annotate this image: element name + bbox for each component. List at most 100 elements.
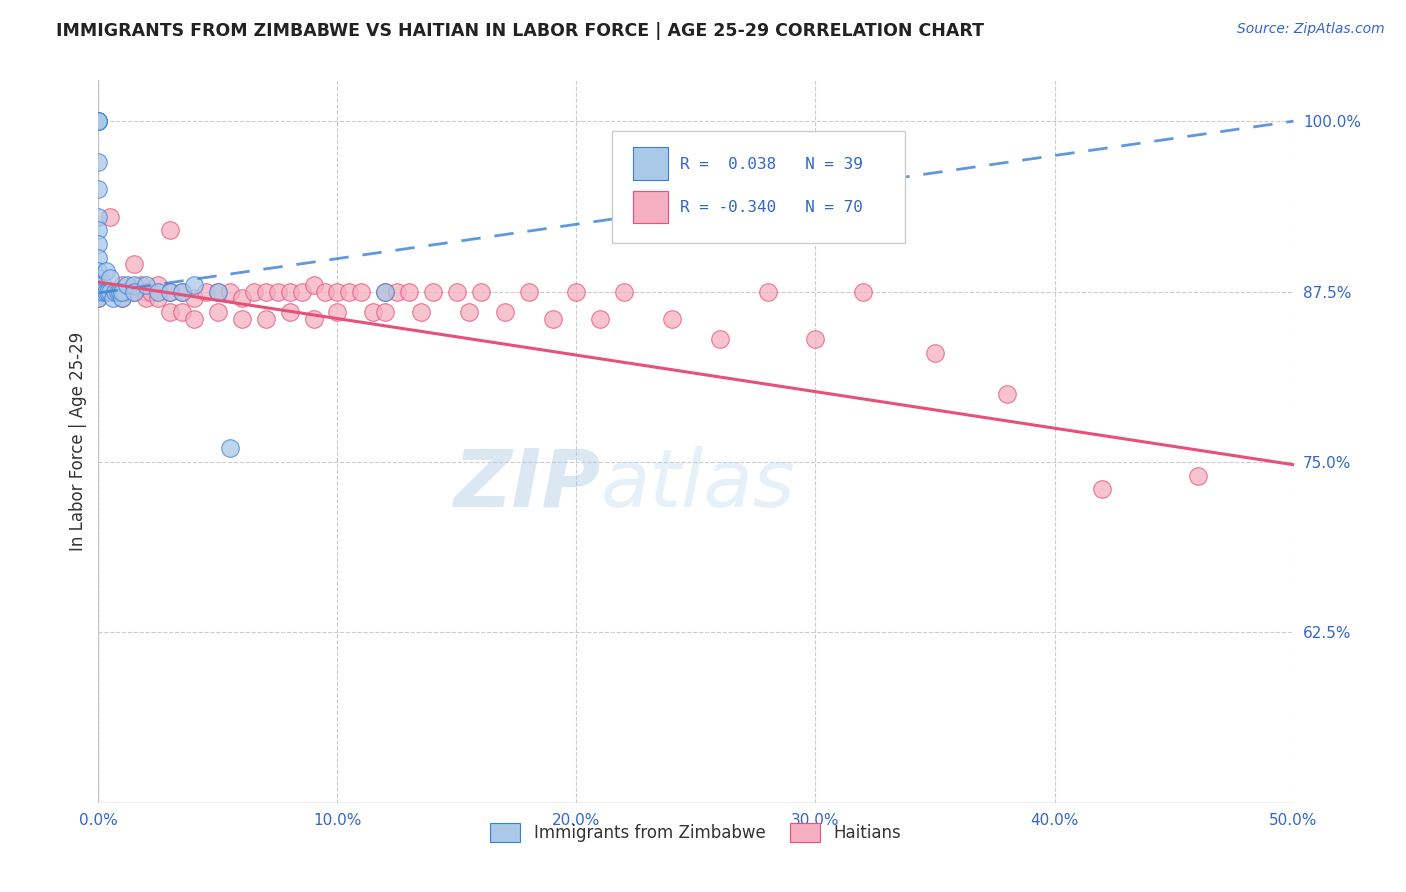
Text: R =  0.038   N = 39: R = 0.038 N = 39 bbox=[681, 157, 863, 171]
Point bbox=[385, 285, 409, 299]
Point bbox=[661, 311, 683, 326]
Point bbox=[709, 332, 731, 346]
Point bbox=[87, 236, 110, 251]
Point bbox=[243, 285, 266, 299]
Point bbox=[207, 305, 229, 319]
Point bbox=[135, 277, 157, 292]
Point bbox=[94, 264, 117, 278]
Point bbox=[852, 285, 875, 299]
FancyBboxPatch shape bbox=[633, 191, 668, 223]
Point bbox=[339, 285, 361, 299]
Point bbox=[291, 285, 314, 299]
Point bbox=[302, 311, 325, 326]
Point bbox=[87, 223, 110, 237]
Point bbox=[183, 292, 205, 306]
Point bbox=[91, 285, 114, 299]
Point bbox=[446, 285, 468, 299]
Point bbox=[111, 292, 134, 306]
Text: Source: ZipAtlas.com: Source: ZipAtlas.com bbox=[1237, 22, 1385, 37]
Point bbox=[411, 305, 433, 319]
Point bbox=[87, 114, 110, 128]
Point bbox=[207, 285, 229, 299]
Point bbox=[115, 277, 138, 292]
Point bbox=[326, 305, 349, 319]
Point bbox=[98, 271, 122, 285]
Point bbox=[107, 285, 129, 299]
Point bbox=[87, 182, 110, 196]
Point bbox=[124, 257, 146, 271]
Point bbox=[517, 285, 540, 299]
Point bbox=[87, 114, 110, 128]
Point bbox=[91, 277, 114, 292]
Point bbox=[267, 285, 290, 299]
Point bbox=[111, 285, 134, 299]
Point bbox=[1187, 468, 1209, 483]
Point bbox=[302, 277, 325, 292]
Point bbox=[111, 277, 134, 292]
Point bbox=[613, 285, 636, 299]
Point bbox=[589, 311, 612, 326]
Point bbox=[231, 292, 253, 306]
Point bbox=[924, 346, 946, 360]
Point bbox=[135, 285, 157, 299]
Point bbox=[183, 311, 205, 326]
Point bbox=[350, 285, 373, 299]
Point bbox=[87, 251, 110, 265]
Point bbox=[87, 114, 110, 128]
Point bbox=[87, 285, 110, 299]
Point bbox=[87, 277, 110, 292]
Point bbox=[104, 285, 127, 299]
Point bbox=[254, 311, 277, 326]
Point bbox=[139, 285, 162, 299]
Point bbox=[470, 285, 492, 299]
Point bbox=[98, 285, 122, 299]
Point bbox=[494, 305, 516, 319]
Point bbox=[107, 285, 129, 299]
Point bbox=[254, 285, 277, 299]
Point bbox=[183, 277, 205, 292]
Point bbox=[148, 277, 170, 292]
Point bbox=[148, 292, 170, 306]
Text: R = -0.340   N = 70: R = -0.340 N = 70 bbox=[681, 200, 863, 215]
Point bbox=[278, 305, 301, 319]
Point bbox=[159, 285, 181, 299]
Text: IMMIGRANTS FROM ZIMBABWE VS HAITIAN IN LABOR FORCE | AGE 25-29 CORRELATION CHART: IMMIGRANTS FROM ZIMBABWE VS HAITIAN IN L… bbox=[56, 22, 984, 40]
Point bbox=[97, 285, 120, 299]
Point bbox=[1091, 482, 1114, 496]
Point bbox=[315, 285, 337, 299]
Point bbox=[374, 305, 396, 319]
Point bbox=[87, 114, 110, 128]
Point bbox=[458, 305, 481, 319]
Point bbox=[87, 292, 110, 306]
Point bbox=[87, 264, 110, 278]
Point bbox=[363, 305, 385, 319]
Point bbox=[124, 277, 146, 292]
Legend: Immigrants from Zimbabwe, Haitians: Immigrants from Zimbabwe, Haitians bbox=[484, 816, 908, 848]
Point bbox=[124, 285, 146, 299]
Point bbox=[87, 277, 110, 292]
Point bbox=[995, 387, 1018, 401]
Point bbox=[159, 285, 181, 299]
Point bbox=[148, 285, 170, 299]
Y-axis label: In Labor Force | Age 25-29: In Labor Force | Age 25-29 bbox=[69, 332, 87, 551]
Point bbox=[101, 292, 124, 306]
Point bbox=[98, 210, 122, 224]
Point bbox=[108, 285, 131, 299]
Point bbox=[565, 285, 588, 299]
Point bbox=[207, 285, 229, 299]
Point bbox=[159, 223, 181, 237]
Point bbox=[87, 155, 110, 169]
Point bbox=[756, 285, 779, 299]
Point bbox=[231, 311, 253, 326]
Point bbox=[326, 285, 349, 299]
Point bbox=[94, 285, 117, 299]
Point bbox=[172, 305, 194, 319]
Point bbox=[278, 285, 301, 299]
Point bbox=[111, 292, 134, 306]
Point bbox=[172, 285, 194, 299]
Point bbox=[87, 292, 110, 306]
Text: ZIP: ZIP bbox=[453, 446, 600, 524]
Point bbox=[87, 210, 110, 224]
Point bbox=[159, 305, 181, 319]
Point bbox=[541, 311, 564, 326]
